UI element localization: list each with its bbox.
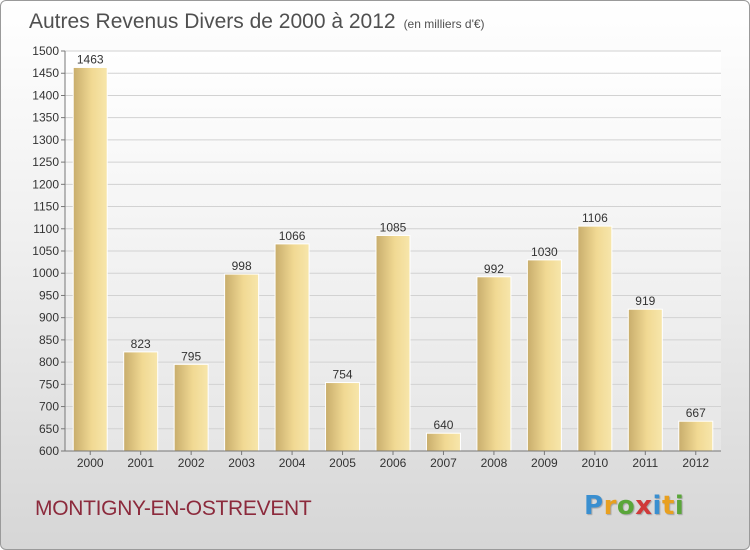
commune-name: MONTIGNY-EN-OSTREVENT [35, 497, 312, 520]
x-tick-label: 2000 [77, 456, 104, 470]
y-tick-label: 1450 [32, 66, 59, 80]
bars [72, 66, 714, 452]
data-labels: 1463 823 795 998 1066 754 1085 640 992 1030 1106 91… [77, 52, 706, 432]
data-label-2002: 795 [181, 349, 201, 363]
bar-2003 [224, 273, 260, 452]
x-tick-label: 2010 [581, 456, 608, 470]
data-label-2011: 919 [635, 294, 655, 308]
y-tick-label: 1200 [32, 177, 59, 191]
chart-title: Autres Revenus Divers de 2000 à 2012 (en … [29, 10, 485, 34]
proxiti-logo-letter: i [674, 491, 685, 521]
proxiti-logo-letter: t [661, 491, 675, 521]
y-axis: 600 650 700 750 800 850 900 950 1000 1050 1100 1150… [32, 44, 66, 458]
y-tick-label: 950 [39, 288, 59, 302]
data-label-2001: 823 [131, 337, 151, 351]
chart-subtitle: (en milliers d'€) [403, 17, 485, 31]
bar-2001 [123, 351, 159, 452]
data-label-2009: 1030 [531, 245, 558, 259]
bar-2000 [72, 66, 108, 452]
y-tick-label: 1500 [32, 44, 59, 58]
y-tick-label: 750 [39, 377, 59, 391]
y-tick-label: 1100 [33, 222, 59, 236]
x-tick-label: 2002 [178, 456, 205, 470]
y-tick-label: 900 [39, 311, 59, 325]
proxiti-logo-letter: r [603, 491, 617, 521]
bar-2002 [173, 363, 209, 452]
x-axis: 2000 2001 2002 2003 2004 2005 2006 2007 2008 2009… [65, 450, 721, 470]
bar-2004 [274, 243, 310, 452]
x-tick-label: 2012 [682, 456, 709, 470]
y-tick-label: 800 [39, 355, 59, 369]
bar-2006 [375, 234, 411, 452]
x-tick-label: 2004 [279, 456, 306, 470]
y-tick-label: 1350 [32, 111, 59, 125]
proxiti-logo-letter: i [652, 491, 662, 521]
x-tick-label: 2005 [329, 456, 356, 470]
y-tick-label: 700 [39, 400, 59, 414]
chart-title-text: Autres Revenus Divers de 2000 à 2012 [29, 10, 396, 33]
x-tick-label: 2008 [481, 456, 508, 470]
x-tick-label: 2009 [531, 456, 558, 470]
data-label-2004: 1066 [279, 229, 306, 243]
x-tick-label: 2007 [430, 456, 457, 470]
bar-2012 [678, 420, 714, 452]
data-label-2010: 1106 [582, 211, 608, 225]
bar-2008 [476, 276, 512, 452]
bar-2009 [526, 259, 562, 452]
proxiti-logo-letter: x [635, 491, 653, 521]
data-label-2007: 640 [433, 418, 453, 432]
bar-2007 [425, 432, 461, 452]
proxiti-logo-letter: P [584, 491, 604, 521]
y-tick-label: 1050 [32, 244, 59, 258]
y-tick-label: 1300 [32, 133, 59, 147]
y-tick-label: 1000 [32, 266, 59, 280]
x-tick-label: 2003 [228, 456, 255, 470]
y-tick-label: 1400 [32, 88, 59, 102]
proxiti-logo[interactable]: Proxiti [584, 491, 684, 521]
data-label-2006: 1085 [380, 220, 407, 234]
proxiti-logo-letter: o [616, 491, 636, 521]
x-tick-label: 2001 [127, 456, 154, 470]
y-tick-label: 1250 [32, 155, 59, 169]
x-tick-label: 2006 [380, 456, 407, 470]
data-label-2000: 1463 [77, 52, 104, 66]
y-tick-label: 650 [39, 422, 59, 436]
bar-2010 [577, 225, 613, 452]
y-tick-label: 600 [39, 444, 59, 458]
bar-2011 [627, 308, 663, 452]
y-tick-label: 850 [39, 333, 59, 347]
bar-2005 [325, 382, 361, 452]
data-label-2008: 992 [484, 262, 504, 276]
x-tick-label: 2011 [632, 456, 658, 470]
data-label-2005: 754 [333, 368, 353, 382]
y-tick-label: 1150 [33, 200, 59, 214]
data-label-2012: 667 [686, 406, 706, 420]
data-label-2003: 998 [232, 259, 252, 273]
